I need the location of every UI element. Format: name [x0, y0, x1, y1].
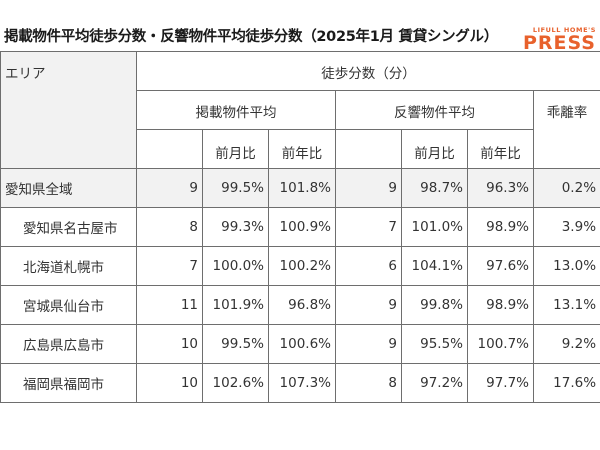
response-mom: 98.7% — [401, 168, 468, 208]
response-yoy: 98.9% — [467, 207, 534, 247]
walk-minutes-table: エリア 徒歩分数（分） 掲載物件平均 反響物件平均 乖離率 前月比 前年比 前月… — [0, 51, 600, 403]
listed-mom: 99.5% — [202, 168, 269, 208]
walk-minutes-header: 徒歩分数（分） — [135, 51, 600, 91]
response-minutes: 6 — [335, 246, 402, 286]
response-minutes: 8 — [335, 363, 402, 403]
deviation-rate: 13.0% — [532, 246, 600, 286]
response-yoy: 100.7% — [467, 324, 534, 364]
area-name: 福岡県福岡市 — [0, 363, 137, 403]
listed-minutes: 10 — [136, 363, 203, 403]
response-value-header-blank — [335, 129, 402, 169]
area-name: 宮城県仙台市 — [0, 285, 137, 325]
response-yoy: 98.9% — [467, 285, 534, 325]
listed-minutes: 9 — [136, 168, 203, 208]
listed-mom-header: 前月比 — [202, 129, 269, 169]
listed-mom: 99.3% — [202, 207, 269, 247]
response-mom: 99.8% — [401, 285, 468, 325]
deviation-rate-header: 乖離率 — [532, 90, 600, 169]
page-title: 掲載物件平均徒歩分数・反響物件平均徒歩分数（2025年1月 賃貸シングル） — [4, 29, 498, 45]
response-mom: 95.5% — [401, 324, 468, 364]
listed-yoy: 100.6% — [268, 324, 336, 364]
area-header: エリア — [0, 51, 137, 169]
logo-main-text: PRESS — [522, 32, 596, 54]
response-average-header: 反響物件平均 — [335, 90, 534, 130]
deviation-rate: 17.6% — [532, 363, 600, 403]
response-mom: 104.1% — [401, 246, 468, 286]
response-minutes: 9 — [335, 324, 402, 364]
table-row: 広島県広島市 10 99.5% 100.6% 9 95.5% 100.7% 9.… — [0, 324, 600, 364]
response-yoy: 96.3% — [467, 168, 534, 208]
response-minutes: 7 — [335, 207, 402, 247]
response-yoy: 97.7% — [467, 363, 534, 403]
response-yoy-header: 前年比 — [467, 129, 534, 169]
logo-top-text: LIFULL HOME'S — [532, 26, 596, 34]
table-row: 宮城県仙台市 11 101.9% 96.8% 9 99.8% 98.9% 13.… — [0, 285, 600, 325]
deviation-rate: 9.2% — [532, 324, 600, 364]
listed-yoy: 101.8% — [268, 168, 336, 208]
listed-yoy: 100.2% — [268, 246, 336, 286]
response-mom: 97.2% — [401, 363, 468, 403]
table-row: 愛知県名古屋市 8 99.3% 100.9% 7 101.0% 98.9% 3.… — [0, 207, 600, 247]
listed-mom: 100.0% — [202, 246, 269, 286]
area-name: 北海道札幌市 — [0, 246, 137, 286]
lifull-homes-press-logo: LIFULL HOME'S PRESS — [523, 26, 596, 53]
listed-mom: 101.9% — [202, 285, 269, 325]
listed-minutes: 8 — [136, 207, 203, 247]
listed-minutes: 7 — [136, 246, 203, 286]
listed-mom: 102.6% — [202, 363, 269, 403]
area-name: 愛知県名古屋市 — [0, 207, 137, 247]
response-minutes: 9 — [335, 168, 402, 208]
listed-yoy: 107.3% — [268, 363, 336, 403]
deviation-rate: 13.1% — [532, 285, 600, 325]
response-yoy: 97.6% — [467, 246, 534, 286]
response-mom-header: 前月比 — [401, 129, 468, 169]
table-row: 福岡県福岡市 10 102.6% 107.3% 8 97.2% 97.7% 17… — [0, 363, 600, 403]
deviation-rate: 0.2% — [532, 168, 600, 208]
listed-minutes: 11 — [136, 285, 203, 325]
table-row: 北海道札幌市 7 100.0% 100.2% 6 104.1% 97.6% 13… — [0, 246, 600, 286]
listed-average-header: 掲載物件平均 — [136, 90, 336, 130]
area-name: 愛知県全域 — [0, 168, 137, 208]
listed-yoy-header: 前年比 — [268, 129, 336, 169]
area-name: 広島県広島市 — [0, 324, 137, 364]
response-mom: 101.0% — [401, 207, 468, 247]
listed-yoy: 96.8% — [268, 285, 336, 325]
listed-mom: 99.5% — [202, 324, 269, 364]
listed-value-header-blank — [136, 129, 203, 169]
deviation-rate: 3.9% — [532, 207, 600, 247]
table-row: 愛知県全域 9 99.5% 101.8% 9 98.7% 96.3% 0.2% — [0, 168, 600, 208]
listed-minutes: 10 — [136, 324, 203, 364]
listed-yoy: 100.9% — [268, 207, 336, 247]
response-minutes: 9 — [335, 285, 402, 325]
